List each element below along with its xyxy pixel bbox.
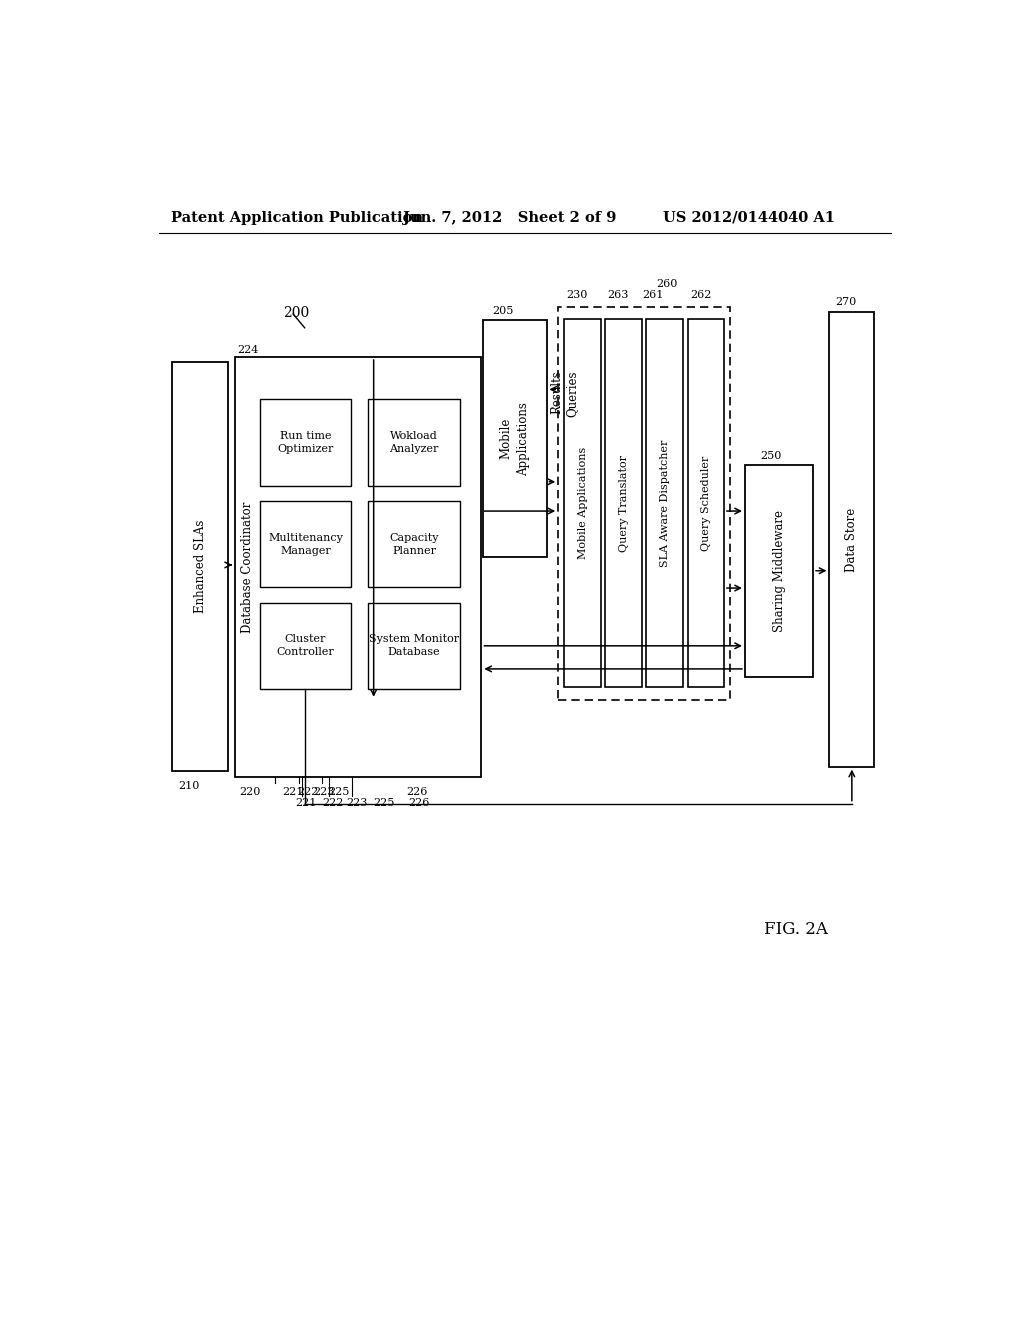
Text: Capacity
Planner: Capacity Planner [389, 532, 438, 556]
Text: 223: 223 [313, 788, 335, 797]
Bar [564, 319, 601, 688]
Text: Query Translator: Query Translator [618, 455, 629, 552]
Bar [369, 400, 460, 486]
Text: 225: 225 [329, 788, 350, 797]
Text: FIG. 2A: FIG. 2A [764, 921, 827, 937]
Text: Cluster
Controller: Cluster Controller [276, 634, 335, 657]
Text: 260: 260 [655, 279, 677, 289]
Bar [605, 319, 642, 688]
Text: Patent Application Publication: Patent Application Publication [171, 211, 423, 224]
Bar [687, 319, 724, 688]
Text: 226: 226 [407, 788, 428, 797]
Bar [260, 502, 351, 587]
Bar [172, 363, 228, 771]
Text: Results: Results [550, 370, 563, 414]
Text: Sharing Middleware: Sharing Middleware [772, 510, 785, 632]
Bar [260, 400, 351, 486]
Bar [369, 502, 460, 587]
Text: System Monitor
Database: System Monitor Database [369, 634, 459, 657]
Bar [369, 603, 460, 689]
Text: Jun. 7, 2012   Sheet 2 of 9: Jun. 7, 2012 Sheet 2 of 9 [403, 211, 616, 224]
Bar [829, 313, 874, 767]
Text: Data Store: Data Store [846, 507, 858, 572]
Bar [234, 358, 481, 776]
Text: 230: 230 [566, 290, 588, 300]
Text: Enhanced SLAs: Enhanced SLAs [194, 520, 207, 614]
Text: 263: 263 [607, 290, 629, 300]
Text: 224: 224 [238, 345, 259, 355]
Text: Wokload
Analyzer: Wokload Analyzer [389, 430, 438, 454]
Bar [260, 603, 351, 689]
Text: Run time
Optimizer: Run time Optimizer [278, 430, 334, 454]
Text: 226: 226 [408, 797, 429, 808]
Text: 222: 222 [298, 788, 319, 797]
Text: 223: 223 [346, 797, 368, 808]
Text: 250: 250 [761, 451, 781, 461]
Text: Mobile Applications: Mobile Applications [578, 447, 588, 560]
Text: 221: 221 [295, 797, 316, 808]
Bar [558, 308, 730, 700]
Text: Mobile
Applications: Mobile Applications [500, 401, 529, 475]
Bar [646, 319, 683, 688]
Text: 270: 270 [836, 297, 857, 308]
Text: 210: 210 [178, 781, 200, 791]
Text: US 2012/0144040 A1: US 2012/0144040 A1 [663, 211, 835, 224]
Text: Database Coordinator: Database Coordinator [241, 502, 254, 632]
Bar [483, 321, 547, 557]
Text: 221: 221 [283, 788, 303, 797]
Text: 261: 261 [643, 290, 664, 300]
Text: 222: 222 [323, 797, 344, 808]
Text: Query Scheduler: Query Scheduler [700, 455, 711, 550]
Text: 225: 225 [374, 797, 395, 808]
Bar [744, 465, 813, 677]
Text: SLA Aware Dispatcher: SLA Aware Dispatcher [659, 440, 670, 568]
Text: 200: 200 [283, 306, 309, 321]
Text: 205: 205 [493, 306, 514, 317]
Text: 220: 220 [239, 788, 260, 797]
Text: Multitenancy
Manager: Multitenancy Manager [268, 532, 343, 556]
Text: Queries: Queries [566, 370, 579, 417]
Text: 262: 262 [690, 290, 712, 300]
